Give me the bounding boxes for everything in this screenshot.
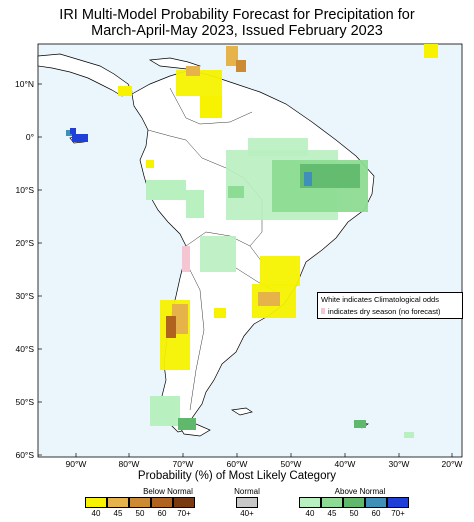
below-normal-label: Below Normal [143,487,193,496]
dry-season-swatch [321,308,325,314]
lon-label: 30°W [389,459,410,469]
below-normal-tick-label: 60 [157,509,167,518]
lat-label: 40°S [15,344,34,354]
lon-axis: 90°W 80°W 70°W 60°W 50°W 40°W 30°W 20°W [66,453,463,469]
above-normal-tick-label: 50 [349,509,359,518]
below-normal-tick-label: 40 [91,509,101,518]
lat-label: 30°S [15,291,34,301]
lat-label: 50°S [15,397,34,407]
below-normal-swatch [151,497,173,508]
below-normal-areas [118,44,438,370]
above-normal-swatch [343,497,365,508]
map-title-line2: March-April-May 2023, Issued February 20… [91,23,383,39]
lat-label: 10°S [15,185,34,195]
above-normal-label: Above Normal [334,487,386,496]
normal-label: Normal [234,487,260,496]
above-normal-swatch [365,497,387,508]
lat-label: 0° [26,132,34,142]
above-normal-swatch [387,497,409,508]
climatology-note: White indicates Climatological odds indi… [317,292,463,319]
note-line1: White indicates Climatological odds [321,295,439,304]
lon-label: 40°W [335,459,356,469]
lat-label: 60°S [15,450,34,460]
below-normal-swatch [85,497,107,508]
below-normal-swatch [129,497,151,508]
lat-label: 20°S [15,238,34,248]
lat-label: 10°N [15,79,34,89]
legend-title: Probability (%) of Most Likely Category [137,470,337,482]
above-normal-tick-label: 70+ [391,509,405,518]
below-normal-swatch [173,497,195,508]
above-normal-swatch [299,497,321,508]
dry-season-area [182,246,190,272]
note-line2: indicates dry season (no forecast) [328,307,441,316]
above-normal-tick-label: 45 [327,509,337,518]
se-south-america-below-normal [260,256,300,286]
lon-label: 20°W [442,459,463,469]
below-normal-tick-label: 45 [113,509,123,518]
lon-label: 80°W [119,459,140,469]
map-title-line1: IRI Multi-Model Probability Forecast for… [59,7,415,23]
falkland-islands [231,407,253,416]
below-normal-tick-label: 70+ [177,509,191,518]
above-normal-tick-label: 60 [371,509,381,518]
above-normal-tick-label: 40 [305,509,315,518]
lon-label: 50°W [281,459,302,469]
lon-label: 60°W [227,459,248,469]
lon-label: 90°W [66,459,87,469]
lat-axis: 10°N 0° 10°S 20°S 30°S 40°S 50°S 60°S [15,79,42,460]
above-normal-areas [66,128,414,438]
normal-swatch [236,497,258,508]
lon-label: 70°W [173,459,194,469]
above-normal-swatch [321,497,343,508]
below-normal-swatch [107,497,129,508]
normal-tick-label: 40+ [240,509,254,518]
below-normal-tick-label: 50 [135,509,145,518]
